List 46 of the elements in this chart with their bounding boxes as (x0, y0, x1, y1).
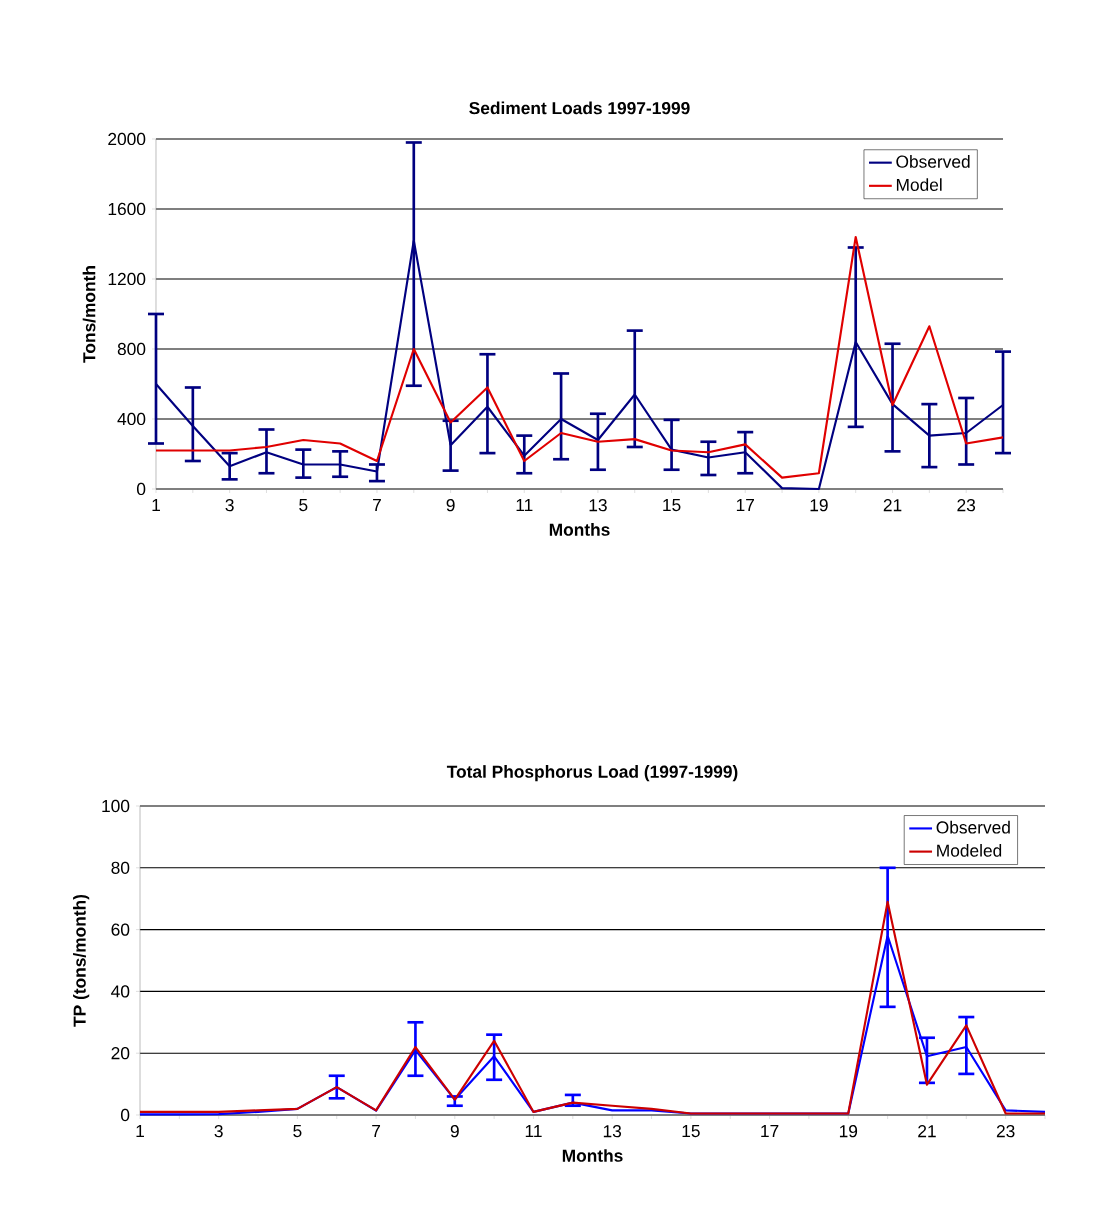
x-tick-label: 3 (214, 1125, 223, 1138)
x-tick-label: 17 (736, 499, 754, 511)
y-tick-label: 100 (102, 799, 130, 813)
y-axis-title: TP (tons/month) (73, 894, 90, 1027)
y-tick-label: 80 (111, 861, 130, 874)
y-axis-title: Tons/month (82, 266, 96, 363)
y-tick-label: 400 (117, 412, 146, 426)
x-tick-label: 21 (883, 499, 902, 512)
x-tick-label: 13 (589, 499, 607, 512)
legend-label: Observed (936, 820, 1010, 834)
x-tick-label: 1 (152, 499, 160, 511)
chart-title: Total Phosphorus Load (1997-1999) (446, 765, 738, 782)
x-tick-label: 13 (603, 1125, 622, 1138)
x-tick-label: 9 (446, 499, 455, 512)
y-tick-label: 60 (111, 923, 130, 936)
x-tick-label: 5 (293, 1125, 302, 1138)
x-axis-title: Months (562, 1149, 623, 1162)
x-tick-label: 11 (525, 1125, 542, 1137)
x-tick-label: 5 (299, 499, 308, 512)
legend-label: Modeled (937, 844, 1002, 857)
x-tick-label: 9 (450, 1125, 459, 1138)
y-tick-label: 1200 (108, 272, 146, 286)
x-axis-title: Months (549, 523, 610, 536)
x-tick-label: 15 (663, 499, 681, 512)
legend-label: Model (896, 178, 942, 191)
x-tick-label: 7 (372, 1125, 381, 1137)
x-tick-label: 17 (761, 1125, 779, 1137)
y-tick-label: 20 (111, 1047, 130, 1060)
chart-title: Sediment Loads 1997-1999 (469, 101, 690, 115)
y-tick-label: 0 (120, 1108, 130, 1122)
y-tick-label: 2000 (108, 132, 146, 146)
legend-label: Observed (896, 155, 970, 168)
x-tick-label: 1 (136, 1125, 144, 1137)
y-tick-label: 1600 (108, 202, 146, 216)
x-tick-label: 7 (373, 499, 381, 511)
x-tick-label: 11 (516, 499, 533, 511)
y-tick-label: 0 (136, 482, 146, 496)
x-tick-label: 21 (918, 1125, 936, 1138)
x-tick-label: 23 (957, 499, 976, 512)
x-tick-label: 23 (996, 1125, 1015, 1138)
y-tick-label: 800 (117, 342, 146, 356)
x-tick-label: 19 (810, 499, 828, 512)
x-tick-label: 3 (225, 499, 234, 512)
x-tick-label: 19 (839, 1125, 858, 1138)
x-tick-label: 15 (682, 1125, 700, 1138)
y-tick-label: 40 (111, 985, 130, 998)
